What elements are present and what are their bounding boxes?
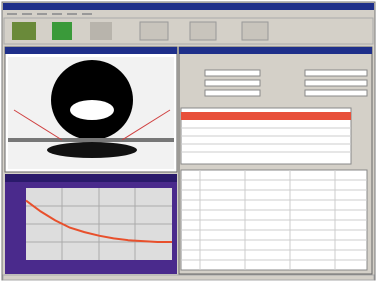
title-bar <box>3 3 374 10</box>
selected-row[interactable] <box>181 112 351 120</box>
baseline <box>8 138 174 142</box>
app-window <box>0 0 377 284</box>
tool-button[interactable] <box>52 22 72 40</box>
tool-button[interactable] <box>140 22 168 40</box>
status-bar <box>3 275 374 280</box>
panel-title-bar <box>5 47 177 54</box>
plot-title-bar <box>5 174 177 182</box>
tool-button[interactable] <box>242 22 268 40</box>
reflection <box>47 142 137 158</box>
panel-title-bar <box>179 47 372 54</box>
tool-button[interactable] <box>190 22 216 40</box>
tool-button[interactable] <box>12 22 36 40</box>
drop-highlight <box>70 100 114 120</box>
tool-button[interactable] <box>90 22 112 40</box>
